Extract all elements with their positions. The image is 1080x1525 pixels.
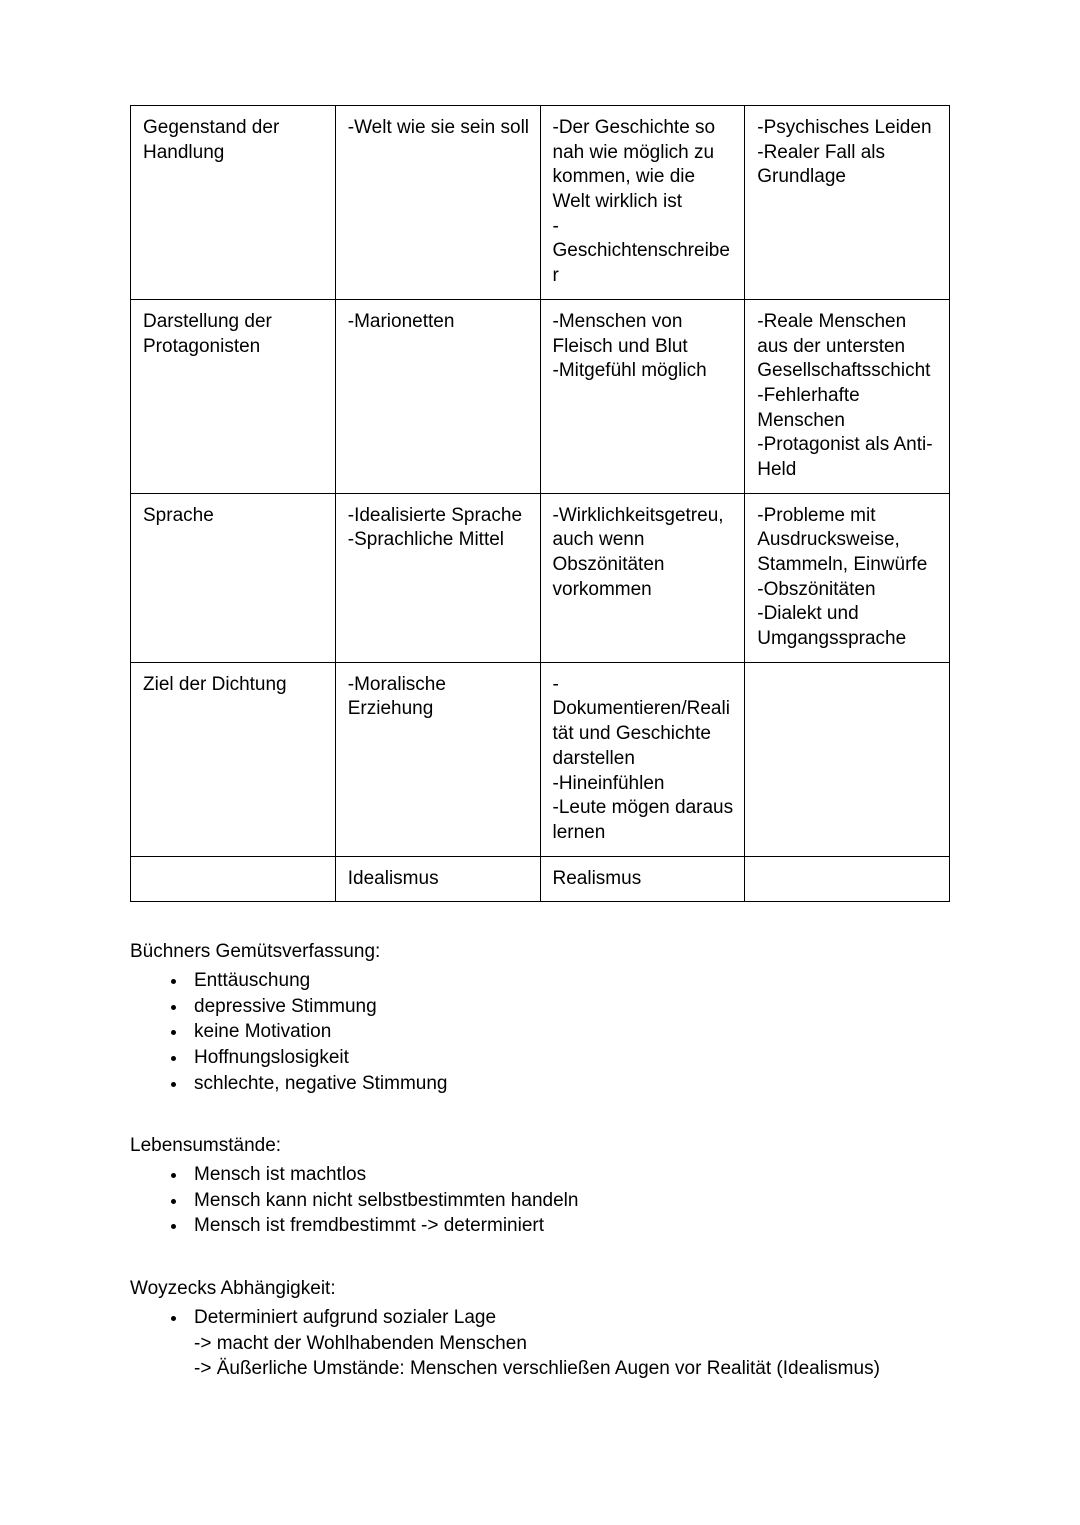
table-cell: -Menschen von Fleisch und Blut-Mitgefühl…	[540, 299, 745, 493]
list-item: Mensch kann nicht selbstbestimmten hande…	[188, 1189, 950, 1214]
list-item: Determiniert aufgrund sozialer Lage	[188, 1306, 950, 1331]
list-item: depressive Stimmung	[188, 995, 950, 1020]
section-heading: Lebensumstände:	[130, 1134, 950, 1159]
list-item: Hoffnungslosigkeit	[188, 1046, 950, 1071]
table-cell: Gegenstand der Handlung	[131, 106, 336, 300]
table-cell	[745, 662, 950, 856]
table-row: Darstellung der Protagonisten -Marionett…	[131, 299, 950, 493]
comparison-table: Gegenstand der Handlung -Welt wie sie se…	[130, 105, 950, 902]
sub-line: -> Äußerliche Umstände: Menschen verschl…	[130, 1357, 950, 1382]
table-row: Sprache -Idealisierte Sprache-Sprachlich…	[131, 493, 950, 662]
table-cell: Realismus	[540, 856, 745, 902]
table-row: Idealismus Realismus	[131, 856, 950, 902]
table-cell: -Dokumentieren/Realität und Geschichte d…	[540, 662, 745, 856]
table-cell: -Welt wie sie sein soll	[335, 106, 540, 300]
list-item: Enttäuschung	[188, 969, 950, 994]
list-item: keine Motivation	[188, 1020, 950, 1045]
table-cell	[745, 856, 950, 902]
table-cell: -Idealisierte Sprache-Sprachliche Mittel	[335, 493, 540, 662]
table-cell: Sprache	[131, 493, 336, 662]
sub-line: -> macht der Wohlhabenden Menschen	[130, 1332, 950, 1357]
section-heading: Woyzecks Abhängigkeit:	[130, 1277, 950, 1302]
bullet-list: Mensch ist machtlos Mensch kann nicht se…	[130, 1163, 950, 1239]
table-cell: -Marionetten	[335, 299, 540, 493]
bullet-list: Enttäuschung depressive Stimmung keine M…	[130, 969, 950, 1096]
bullet-list: Determiniert aufgrund sozialer Lage	[130, 1306, 950, 1331]
table-cell: -Der Geschichte so nah wie möglich zu ko…	[540, 106, 745, 300]
table-cell: -Reale Menschen aus der untersten Gesell…	[745, 299, 950, 493]
table-cell: -Psychisches Leiden-Realer Fall als Grun…	[745, 106, 950, 300]
section-heading: Büchners Gemütsverfassung:	[130, 940, 950, 965]
table-cell: -Moralische Erziehung	[335, 662, 540, 856]
table-row: Ziel der Dichtung -Moralische Erziehung …	[131, 662, 950, 856]
table-cell: -Wirklichkeitsgetreu, auch wenn Obszönit…	[540, 493, 745, 662]
table-row: Gegenstand der Handlung -Welt wie sie se…	[131, 106, 950, 300]
list-item: schlechte, negative Stimmung	[188, 1072, 950, 1097]
list-item: Mensch ist fremdbestimmt -> determiniert	[188, 1214, 950, 1239]
table-cell: Ziel der Dichtung	[131, 662, 336, 856]
table-cell: Idealismus	[335, 856, 540, 902]
table-cell	[131, 856, 336, 902]
list-item: Mensch ist machtlos	[188, 1163, 950, 1188]
table-cell: -Probleme mit Ausdrucksweise, Stammeln, …	[745, 493, 950, 662]
table-cell: Darstellung der Protagonisten	[131, 299, 336, 493]
